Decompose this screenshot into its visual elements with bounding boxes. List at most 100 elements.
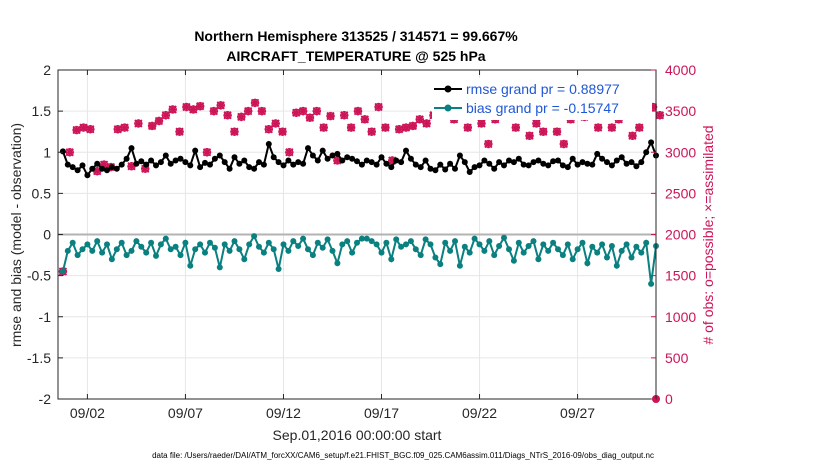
bias-point [270, 246, 277, 253]
footer-data-file: data file: /Users/raeder/DAI/ATM_forcXX/… [152, 451, 654, 460]
rmse-point [241, 157, 248, 164]
bias-point [334, 260, 341, 267]
rmse-point [69, 164, 76, 171]
bias-point [613, 262, 620, 269]
rmse-point [59, 148, 66, 155]
bias-point [525, 243, 532, 249]
rmse-point [608, 162, 615, 169]
y2-tick-label: 0 [665, 391, 673, 407]
bias-point [486, 238, 493, 245]
bias-point [447, 247, 454, 254]
bias-point [211, 244, 218, 251]
legend-rmse-label: rmse grand pr = 0.88977 [466, 81, 620, 97]
y-tick-label: -1 [39, 309, 52, 325]
obs-assimilated-point [93, 166, 102, 176]
rmse-point [295, 159, 302, 166]
bias-point [260, 249, 267, 256]
y2-tick-label: 1000 [665, 309, 696, 325]
obs-assimilated-point [202, 148, 212, 157]
obs-assimilated-point [333, 156, 342, 165]
legend-bias-label: bias grand pr = -0.15747 [466, 100, 619, 116]
obs-assimilated-point [278, 127, 287, 136]
bias-point [187, 262, 194, 269]
obs-assimilated-point [408, 121, 418, 131]
obs-assimilated-point [648, 102, 658, 112]
rmse-point [167, 160, 174, 167]
obs-assimilated-point [628, 131, 637, 140]
rmse-point [99, 165, 106, 172]
bias-point [530, 238, 537, 245]
rmse-point [407, 155, 414, 162]
bias-point [79, 246, 86, 253]
bias-point [515, 239, 522, 246]
bias-point [128, 247, 135, 254]
bias-point [368, 238, 375, 245]
bias-point [540, 241, 547, 248]
rmse-point [535, 157, 542, 164]
rmse-point [447, 160, 454, 167]
rmse-point [207, 161, 213, 168]
x-tick-label: 09/07 [168, 405, 203, 421]
rmse-point [324, 155, 331, 162]
obs-assimilated-point [401, 123, 411, 132]
bias-point [324, 236, 331, 243]
bias-point [648, 280, 655, 287]
bias-point [403, 241, 409, 248]
series-rmse [59, 139, 659, 179]
bias-point [246, 241, 253, 248]
rmse-point [388, 164, 395, 171]
bias-point [427, 241, 434, 248]
bias-point [162, 235, 169, 242]
legend-box [432, 78, 652, 120]
bias-point [280, 241, 287, 248]
rmse-point [623, 160, 630, 167]
rmse-point [309, 152, 316, 159]
obs-assimilated-point [230, 127, 239, 136]
legend: rmse grand pr = 0.88977 bias grand pr = … [432, 78, 652, 120]
rmse-point [354, 158, 360, 165]
rmse-point [236, 160, 243, 167]
bias-point [638, 249, 645, 256]
rmse-point [280, 162, 287, 169]
bias-point [118, 239, 125, 246]
bias-point [481, 247, 488, 254]
obs-assimilated-point [120, 123, 129, 132]
obs-assimilated-point [175, 127, 184, 136]
rmse-point [510, 159, 517, 166]
bias-point [476, 241, 483, 248]
obs-assimilated-point [141, 164, 150, 173]
rmse-point [442, 166, 449, 173]
rmse-point [182, 159, 189, 166]
bias-point [74, 252, 81, 259]
bias-point [349, 249, 356, 256]
rmse-point [452, 165, 458, 172]
obs-assimilated-point [635, 123, 644, 132]
bias-point [466, 249, 473, 256]
x-tick-label: 09/02 [70, 405, 105, 421]
bias-point [231, 238, 238, 245]
bias-point [398, 243, 405, 250]
obs-assimilated-point [161, 111, 171, 120]
obs-assimilated-point [86, 125, 95, 134]
rmse-point [550, 158, 557, 165]
bias-point [373, 241, 380, 248]
bias-point [623, 241, 630, 248]
rmse-point [246, 164, 253, 171]
rmse-point [555, 157, 561, 164]
bias-point [442, 239, 449, 246]
bias-point [99, 249, 106, 256]
bias-point [216, 264, 223, 271]
x-tick-label: 09/17 [364, 405, 399, 421]
bias-point [471, 235, 478, 242]
y2-tick-label: 2000 [665, 227, 696, 243]
rmse-point [319, 147, 326, 154]
rmse-point [314, 157, 321, 164]
rmse-point [334, 150, 341, 157]
bias-point [108, 256, 115, 263]
rmse-point [363, 157, 370, 164]
x-tick-label: 09/27 [560, 405, 595, 421]
bias-point [510, 257, 517, 264]
bias-point [363, 235, 370, 242]
obs-assimilated-point [353, 106, 363, 116]
obs-assimilated-point [298, 106, 308, 116]
